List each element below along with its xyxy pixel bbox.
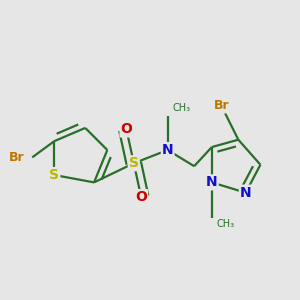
Text: CH₃: CH₃ — [216, 219, 234, 229]
Text: CH₃: CH₃ — [172, 103, 190, 113]
Text: O: O — [121, 122, 132, 136]
Text: Br: Br — [9, 151, 25, 164]
Text: N: N — [206, 176, 218, 189]
Text: Br: Br — [214, 99, 230, 112]
Text: O: O — [135, 190, 147, 204]
Text: S: S — [49, 168, 59, 182]
Text: N: N — [240, 186, 251, 200]
Text: N: N — [162, 143, 173, 157]
Text: S: S — [129, 156, 139, 170]
